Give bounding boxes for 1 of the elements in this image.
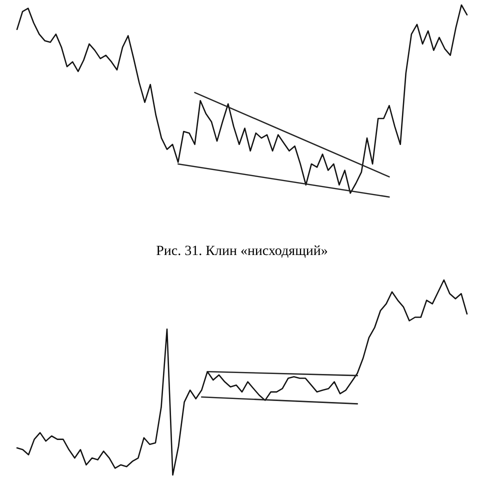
text: Рис. 31. Клин «нисходящий» — [156, 244, 328, 259]
